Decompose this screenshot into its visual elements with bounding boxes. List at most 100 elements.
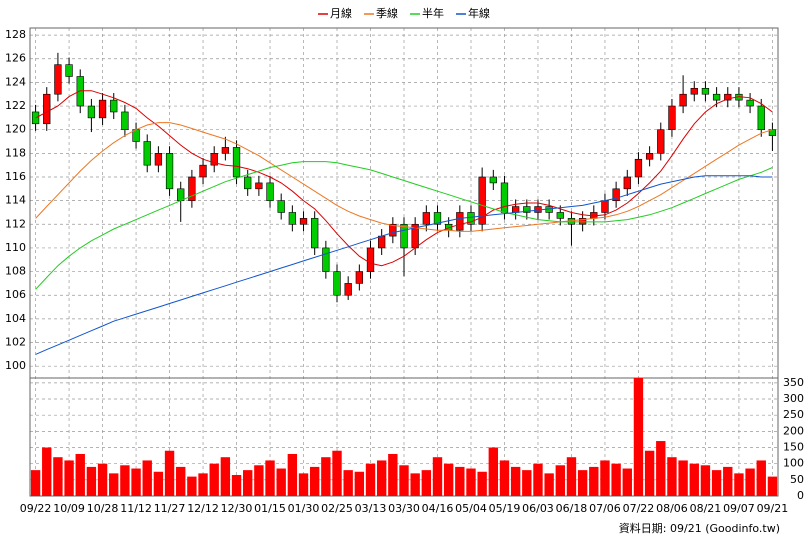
volume-tick-label: 0 <box>797 489 804 502</box>
y-tick-label: 122 <box>5 99 26 112</box>
candle-body <box>277 200 285 213</box>
candle-body <box>121 111 129 130</box>
x-tick-label: 01/15 <box>254 502 286 515</box>
candle-body <box>657 129 665 154</box>
candle-body <box>489 176 497 184</box>
candle-body <box>199 164 207 178</box>
candle-body <box>355 271 363 284</box>
volume-bar <box>555 465 565 496</box>
volume-bar <box>589 466 599 496</box>
volume-bar <box>678 460 688 496</box>
x-tick-label: 12/30 <box>221 502 253 515</box>
volume-bar <box>644 450 655 496</box>
candle-body <box>511 206 520 213</box>
volume-bar <box>298 473 309 496</box>
candle-body <box>188 176 196 201</box>
x-tick-label: 05/19 <box>489 502 521 515</box>
legend-label: 半年 <box>422 6 444 20</box>
candle-body <box>232 147 241 178</box>
volume-bar <box>410 473 420 496</box>
volume-bar <box>577 470 588 496</box>
candle-body <box>400 223 408 249</box>
candle-body <box>255 182 263 190</box>
volume-bar <box>376 460 387 496</box>
x-tick-label: 09/21 <box>757 502 789 515</box>
legend-label: 季線 <box>376 6 398 20</box>
volume-bar <box>522 470 532 496</box>
candle-body <box>701 88 710 95</box>
candle-body <box>690 88 698 95</box>
volume-bar <box>243 470 253 496</box>
y-tick-label: 120 <box>5 123 26 136</box>
candle-body <box>746 99 754 107</box>
y-tick-label: 102 <box>5 336 26 349</box>
candle-body <box>110 99 118 113</box>
candle-body <box>500 182 509 213</box>
y-tick-label: 128 <box>5 28 26 41</box>
volume-bar <box>566 457 577 496</box>
candle-body <box>433 212 442 225</box>
candle-body <box>757 105 765 130</box>
volume-bar <box>365 463 376 496</box>
volume-bar <box>533 463 543 496</box>
volume-tick-label: 350 <box>783 376 804 389</box>
x-tick-label: 09/22 <box>20 502 52 515</box>
x-tick-label: 11/12 <box>120 502 152 515</box>
candle-body <box>467 212 475 225</box>
x-tick-label: 03/30 <box>388 502 420 515</box>
candle-body <box>645 153 654 160</box>
volume-tick-label: 50 <box>790 473 804 486</box>
volume-bar <box>109 473 119 496</box>
volume-bar <box>75 453 85 496</box>
candle-body <box>210 153 218 166</box>
volume-bar <box>198 473 208 496</box>
volume-bar <box>745 468 755 496</box>
x-tick-label: 08/06 <box>656 502 688 515</box>
candle-body <box>311 218 319 249</box>
candle-body <box>54 64 62 95</box>
candle-body <box>322 247 330 272</box>
volume-bar <box>488 447 499 496</box>
volume-tick-label: 250 <box>783 408 804 421</box>
volume-bar <box>209 463 219 496</box>
x-tick-label: 10/09 <box>53 502 85 515</box>
x-tick-label: 05/04 <box>455 502 487 515</box>
candle-body <box>221 147 230 154</box>
candle-body <box>98 99 107 119</box>
volume-bar <box>86 466 97 496</box>
volume-bar <box>176 466 186 496</box>
y-tick-label: 100 <box>5 359 26 372</box>
volume-bar <box>97 463 108 496</box>
candle-body <box>366 247 375 272</box>
candle-body <box>634 158 643 178</box>
volume-bar <box>633 378 644 496</box>
y-tick-label: 112 <box>5 217 26 230</box>
volume-bar <box>455 466 465 496</box>
candle-body <box>679 93 687 107</box>
y-tick-label: 108 <box>5 265 26 278</box>
candle-body <box>623 176 631 190</box>
candle-body <box>288 212 297 225</box>
volume-bar <box>332 450 342 496</box>
candle-body <box>523 206 531 213</box>
volume-bar <box>220 457 231 496</box>
candle-body <box>601 200 609 213</box>
volume-bar <box>510 466 521 496</box>
volume-bar <box>700 465 711 496</box>
volume-bar <box>42 447 52 496</box>
volume-bar <box>388 453 398 496</box>
volume-tick-label: 150 <box>783 441 804 454</box>
x-tick-label: 07/06 <box>589 502 621 515</box>
x-tick-label: 07/22 <box>623 502 655 515</box>
candle-body <box>65 64 73 77</box>
candle-body <box>143 141 151 166</box>
y-tick-label: 118 <box>5 146 26 159</box>
y-tick-label: 110 <box>5 241 26 254</box>
volume-bar <box>53 457 63 496</box>
volume-bar <box>64 460 74 496</box>
x-tick-label: 08/21 <box>690 502 722 515</box>
x-tick-label: 02/25 <box>321 502 353 515</box>
volume-bar <box>343 470 353 496</box>
volume-bar <box>231 474 242 496</box>
ma-line <box>35 90 773 267</box>
